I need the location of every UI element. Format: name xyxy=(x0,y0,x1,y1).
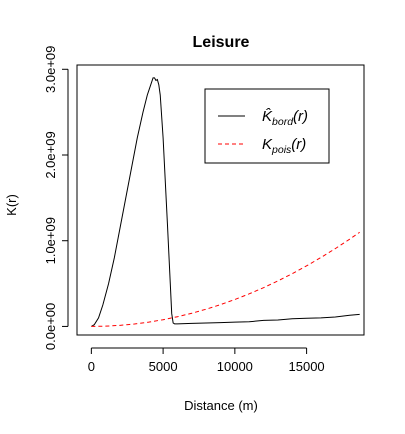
x-axis: 0 5000 10000 15000 xyxy=(88,347,325,374)
legend-label-pois: Kpois(r) xyxy=(262,136,306,156)
y-tick-label: 3.0e+09 xyxy=(43,46,58,93)
series-layer xyxy=(91,77,360,327)
x-axis-label: Distance (m) xyxy=(184,398,258,413)
chart-title: Leisure xyxy=(193,34,250,51)
series-line-pois xyxy=(91,231,360,327)
series-line-bord xyxy=(91,77,360,327)
x-tick-label: 15000 xyxy=(289,359,325,374)
y-tick-label: 0.0e+00 xyxy=(43,303,58,350)
y-tick-label: 2.0e+09 xyxy=(43,131,58,178)
x-tick-label: 0 xyxy=(88,359,95,374)
y-tick-label: 1.0e+09 xyxy=(43,217,58,264)
y-axis-label: K(r) xyxy=(4,194,19,216)
legend-box xyxy=(204,88,330,164)
x-tick-label: 5000 xyxy=(149,359,178,374)
legend-label-bord: K̂bord(r) xyxy=(262,108,308,128)
x-tick-label: 10000 xyxy=(217,359,253,374)
plot-frame xyxy=(76,64,365,336)
legend: K̂bord(r) Kpois(r) xyxy=(204,88,330,164)
y-axis: 0.0e+00 1.0e+09 2.0e+09 3.0e+09 xyxy=(43,46,69,350)
